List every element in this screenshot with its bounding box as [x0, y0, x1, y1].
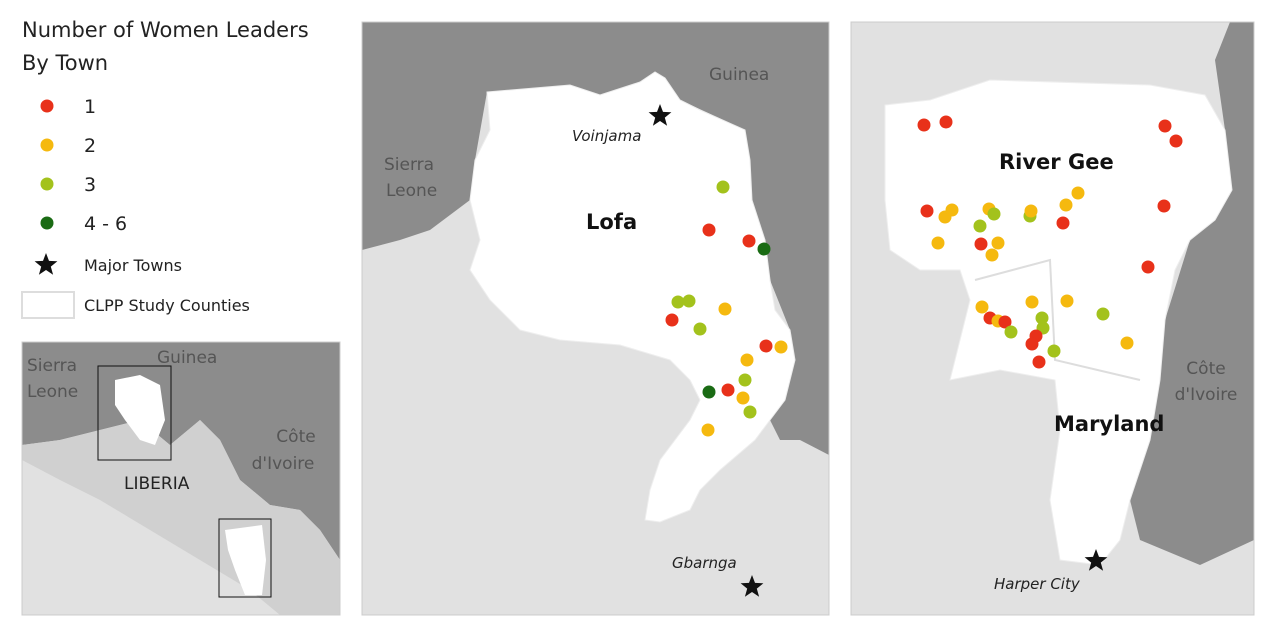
- legend-label: CLPP Study Counties: [84, 296, 250, 315]
- country-label: Guinea: [157, 348, 217, 368]
- town-dot: [682, 294, 696, 308]
- south-counties: [225, 525, 266, 595]
- town-dot: [974, 237, 988, 251]
- neighbors: [1130, 22, 1254, 565]
- town-dot: [759, 339, 773, 353]
- town-dot: [718, 302, 732, 316]
- town-dot: [939, 115, 953, 129]
- country-label: Sierra: [384, 155, 434, 175]
- legend-label: Major Towns: [84, 256, 182, 275]
- town-dot: [985, 248, 999, 262]
- town-dot: [1025, 337, 1039, 351]
- major-town: [648, 104, 672, 126]
- legend-label: 3: [84, 174, 96, 196]
- inset-frame: [97, 365, 172, 461]
- town-label: Voinjama: [572, 127, 641, 145]
- neighbors: [362, 22, 829, 455]
- county-label: Maryland: [1054, 412, 1164, 436]
- country-label: Sierra: [27, 356, 77, 376]
- town-dot: [1071, 186, 1085, 200]
- town-dot: [1141, 260, 1155, 274]
- town-dot: [693, 322, 707, 336]
- town-dot: [1120, 336, 1134, 350]
- town-dot: [991, 236, 1005, 250]
- town-dot: [1059, 198, 1073, 212]
- town-dot: [1025, 295, 1039, 309]
- town-dot: [738, 373, 752, 387]
- town-dot: [702, 223, 716, 237]
- major-town: [1084, 549, 1108, 571]
- neighbors: [22, 342, 340, 560]
- frame: [361, 21, 830, 616]
- legend-swatch: [40, 138, 54, 152]
- legend-label: 4 - 6: [84, 213, 127, 235]
- legend-label: 2: [84, 135, 96, 157]
- legend-title: By Town: [22, 51, 108, 75]
- lofa-county: [469, 71, 796, 523]
- town-dot: [742, 234, 756, 248]
- town-dot: [1157, 199, 1171, 213]
- country-label: Côte: [276, 427, 315, 447]
- town-label: Gbarnga: [672, 554, 737, 572]
- town-dot: [740, 353, 754, 367]
- town-dot: [1060, 294, 1074, 308]
- south-map: River Gee Maryland Côte d'Ivoire Harper …: [850, 21, 1255, 616]
- country-label: Côte: [1186, 359, 1225, 379]
- frame: [21, 341, 341, 616]
- town-dot: [1047, 344, 1061, 358]
- legend: Number of Women Leaders By Town 1 2 3 4 - 6…: [21, 18, 309, 319]
- county-swatch: [21, 291, 75, 319]
- town-dot: [1169, 134, 1183, 148]
- town-dot: [945, 203, 959, 217]
- town-dot: [987, 207, 1001, 221]
- town-dot: [917, 118, 931, 132]
- town-dot: [920, 204, 934, 218]
- major-town: [740, 575, 764, 597]
- town-dot: [743, 405, 757, 419]
- town-dot: [975, 300, 989, 314]
- inset-frame: [218, 518, 272, 598]
- country-label: Guinea: [709, 65, 769, 85]
- town-dot: [774, 340, 788, 354]
- country-label: Leone: [386, 181, 437, 201]
- town-dot: [1056, 216, 1070, 230]
- town-dot: [736, 391, 750, 405]
- town-dot: [1158, 119, 1172, 133]
- town-label: Harper City: [994, 575, 1081, 593]
- county-border: [974, 258, 1141, 381]
- county-label: Lofa: [586, 210, 637, 234]
- legend-label: 1: [84, 96, 96, 118]
- lofa-map: Guinea Sierra Leone Lofa Voinjama Gbarng…: [361, 21, 830, 616]
- legend-swatch: [40, 177, 54, 191]
- legend-swatch: [40, 216, 54, 230]
- lofa-county: [115, 375, 165, 445]
- town-dot: [1004, 325, 1018, 339]
- overview-map: Sierra Leone Guinea Côte d'Ivoire LIBERI…: [21, 341, 341, 616]
- legend-swatch: [40, 99, 54, 113]
- town-dot: [701, 423, 715, 437]
- town-dot: [1035, 311, 1049, 325]
- town-dot: [1024, 204, 1038, 218]
- town-dot: [665, 313, 679, 327]
- country-label: d'Ivoire: [1175, 385, 1238, 405]
- country-label: LIBERIA: [124, 474, 190, 494]
- town-dot: [721, 383, 735, 397]
- county-label: River Gee: [999, 150, 1114, 174]
- town-dot: [702, 385, 716, 399]
- town-dot: [716, 180, 730, 194]
- study-counties: [884, 79, 1233, 566]
- town-dot: [1096, 307, 1110, 321]
- town-dot: [973, 219, 987, 233]
- town-dot: [757, 242, 771, 256]
- town-dot: [998, 315, 1012, 329]
- frame: [850, 21, 1255, 616]
- country-label: Leone: [27, 382, 78, 402]
- country-label: d'Ivoire: [252, 454, 315, 474]
- town-dot: [1032, 355, 1046, 369]
- town-dot: [671, 295, 685, 309]
- town-dot: [931, 236, 945, 250]
- star-symbol: [34, 253, 58, 275]
- legend-title: Number of Women Leaders: [22, 18, 309, 42]
